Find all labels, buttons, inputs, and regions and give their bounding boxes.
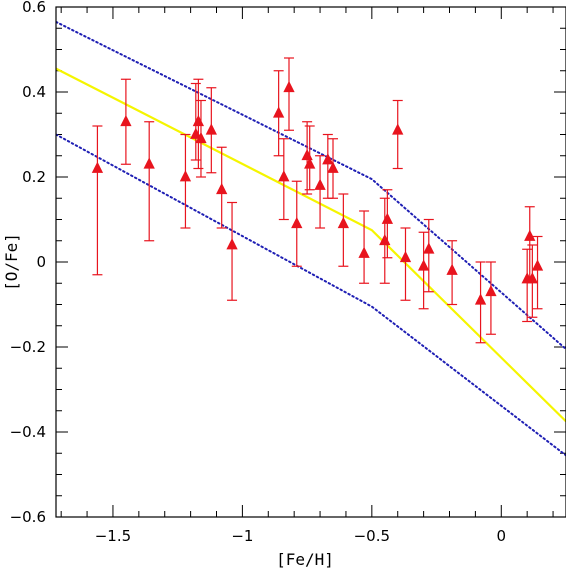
x-tick-label: −1.5 <box>95 527 131 545</box>
data-point <box>272 70 285 157</box>
triangle-marker <box>291 216 303 229</box>
triangle-marker <box>216 182 228 195</box>
triangle-marker <box>192 114 205 127</box>
data-point <box>205 87 217 174</box>
triangle-marker <box>399 250 412 263</box>
triangle-marker <box>91 161 104 173</box>
data-point <box>278 138 290 221</box>
triangle-marker <box>143 157 155 169</box>
triangle-marker <box>120 114 132 127</box>
data-point <box>337 193 350 267</box>
y-tick-label: 0.6 <box>22 0 46 16</box>
triangle-marker <box>327 161 339 173</box>
triangle-marker <box>531 259 544 271</box>
y-axis-label: [O/Fe] <box>2 233 21 291</box>
x-tick-label: −1 <box>231 527 253 545</box>
data-point <box>143 121 155 242</box>
data-point <box>446 240 458 306</box>
triangle-marker <box>474 293 487 305</box>
y-tick-label: −0.4 <box>10 423 46 441</box>
y-tick-label: −0.6 <box>10 508 46 526</box>
axis-ticks <box>56 6 566 518</box>
data-point <box>291 180 303 267</box>
data-point <box>327 138 339 199</box>
data-point <box>474 261 487 344</box>
triangle-marker <box>278 170 290 182</box>
bound-line <box>56 20 566 351</box>
data-point <box>195 99 207 178</box>
triangle-marker <box>322 153 334 165</box>
data-point <box>226 201 238 301</box>
x-tick-label: 0 <box>497 527 507 545</box>
y-tick-label: 0.4 <box>22 83 46 101</box>
data-point <box>399 227 412 301</box>
bound-line <box>56 133 566 457</box>
data-point <box>358 210 370 284</box>
data-point <box>381 189 394 259</box>
tick-labels: −1.5 −1 −0.5 0 −0.6 −0.4 −0.2 0 0.2 0.4 0.6 <box>10 0 506 545</box>
y-tick-label: −0.2 <box>10 338 46 356</box>
data-point <box>304 125 316 191</box>
data-point <box>524 206 536 280</box>
data-points <box>91 57 544 344</box>
data-point <box>526 244 538 318</box>
triangle-marker <box>446 263 458 275</box>
data-point <box>120 78 132 165</box>
data-point <box>301 121 313 195</box>
triangle-marker <box>524 229 536 241</box>
triangle-marker <box>304 157 316 169</box>
y-tick-label: 0.2 <box>22 168 46 186</box>
triangle-marker <box>392 123 404 135</box>
model-lines <box>56 20 566 457</box>
data-point <box>216 146 228 229</box>
x-axis-label: [Fe/H] <box>276 550 334 569</box>
data-point <box>283 57 295 131</box>
triangle-marker <box>283 80 295 93</box>
triangle-marker <box>195 131 207 144</box>
triangle-marker <box>179 170 192 182</box>
triangle-marker <box>485 284 497 297</box>
triangle-marker <box>381 212 394 224</box>
triangle-marker <box>358 246 370 258</box>
triangle-marker <box>526 272 538 284</box>
data-point <box>314 155 326 229</box>
data-point <box>485 261 497 335</box>
data-point <box>423 218 435 293</box>
triangle-marker <box>205 123 217 135</box>
data-point <box>392 99 404 170</box>
triangle-marker <box>423 242 435 254</box>
x-tick-label: −0.5 <box>354 527 390 545</box>
plot-frame <box>55 6 566 518</box>
triangle-marker <box>272 106 285 118</box>
data-point <box>192 78 205 170</box>
triangle-marker <box>417 259 430 271</box>
data-point <box>91 125 104 276</box>
model-line <box>56 67 566 423</box>
data-point <box>179 133 192 229</box>
triangle-marker <box>301 148 313 161</box>
data-point <box>417 231 430 310</box>
triangle-marker <box>226 238 238 250</box>
triangle-marker <box>337 216 350 229</box>
data-point <box>531 235 544 310</box>
y-tick-label: 0 <box>36 253 46 271</box>
data-point <box>521 248 533 323</box>
triangle-marker <box>314 178 326 190</box>
